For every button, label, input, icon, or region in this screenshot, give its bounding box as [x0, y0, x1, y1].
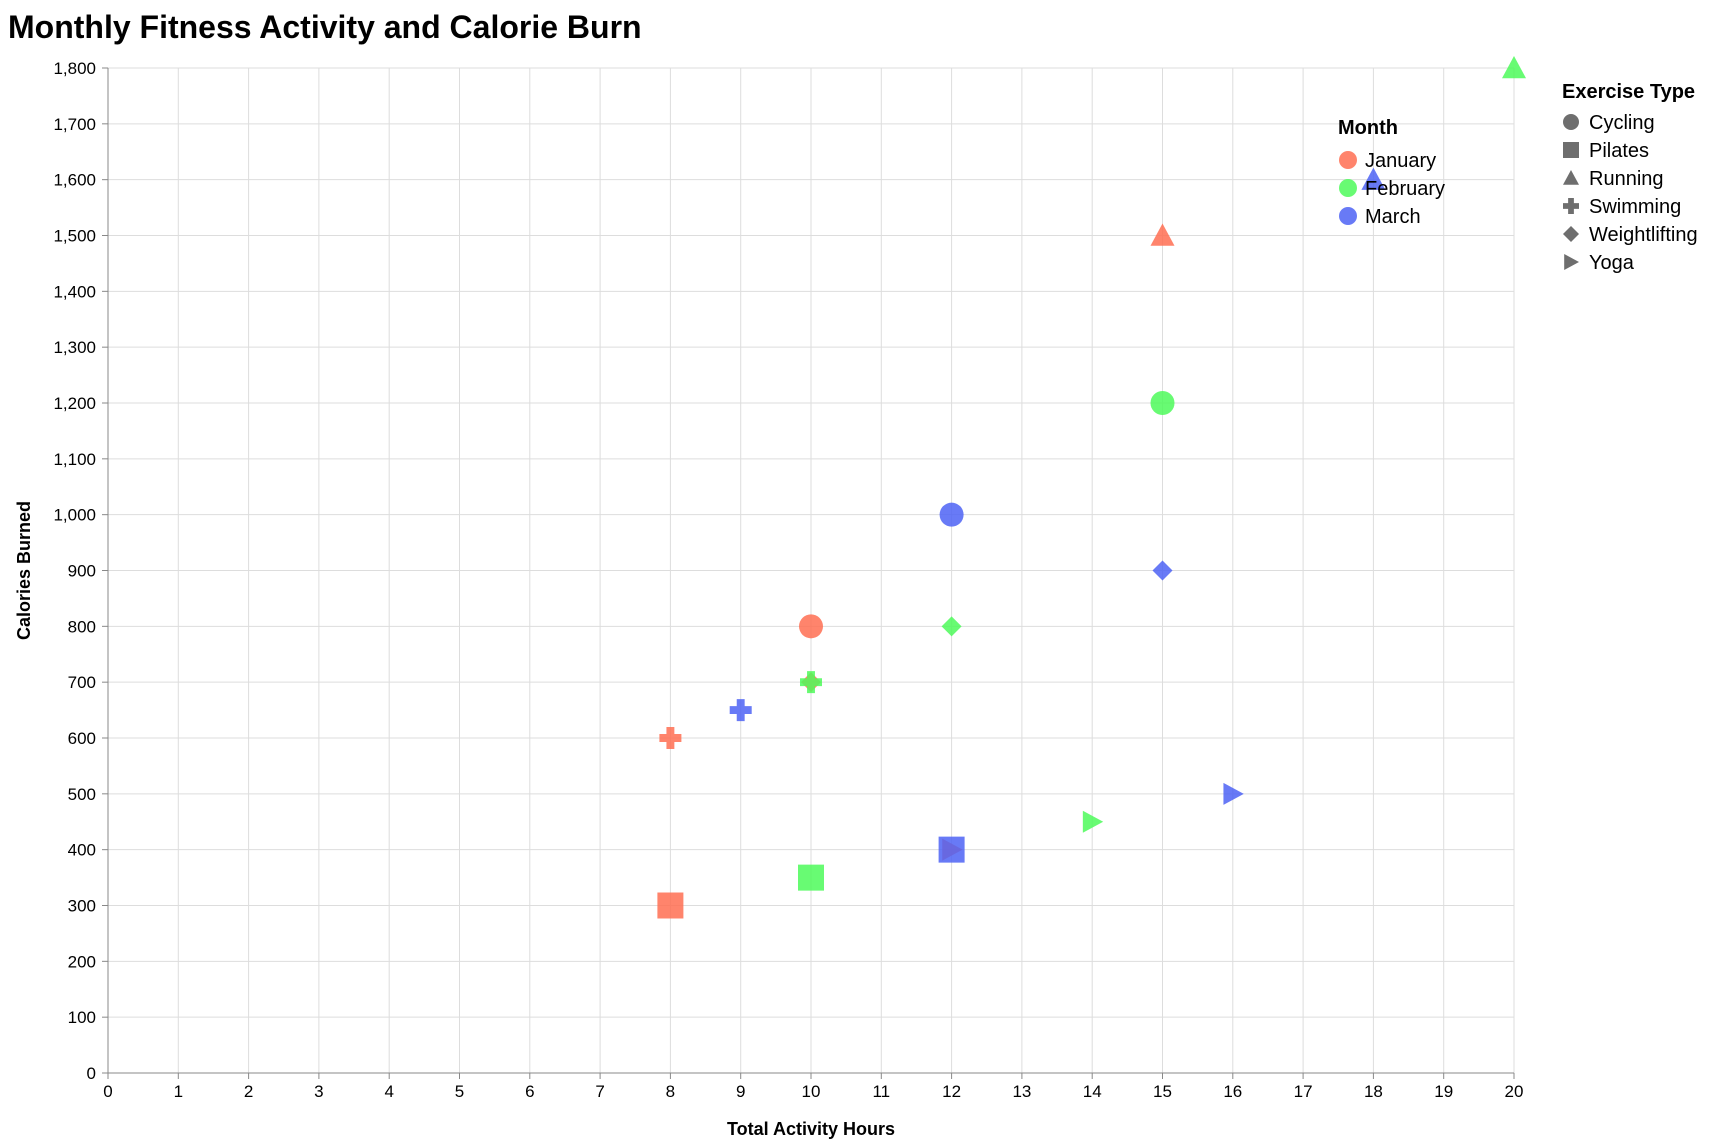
point-february-yoga: [1082, 810, 1104, 833]
y-axis-title: Calories Burned: [14, 501, 34, 640]
axes: 0 1 2 3 4 5 6 7 8 9 10 11 12 13 14 15 16 17 18 19 2001002003…: [53, 59, 1523, 1101]
point-february-pilates: [798, 864, 824, 891]
x-tick-label: 13: [1012, 1082, 1031, 1101]
x-tick-label: 17: [1294, 1082, 1313, 1101]
legend-shape-cycling: [1563, 114, 1579, 130]
y-tick-label: 300: [68, 897, 96, 916]
x-tick-label: 0: [103, 1082, 112, 1101]
x-tick-label: 18: [1364, 1082, 1383, 1101]
legend-label-february: February: [1365, 178, 1445, 200]
legend-shape-weightlifting: [1563, 226, 1579, 242]
y-tick-label: 200: [68, 952, 96, 971]
x-tick-label: 15: [1153, 1082, 1172, 1101]
x-tick-label: 4: [384, 1082, 393, 1101]
chart-title: Monthly Fitness Activity and Calorie Bur…: [8, 9, 642, 45]
y-tick-label: 0: [87, 1064, 96, 1083]
y-tick-label: 1,700: [53, 115, 96, 134]
legend-shape-running: [1563, 170, 1579, 185]
legend-swatch-january: [1339, 151, 1357, 169]
x-tick-label: 7: [595, 1082, 604, 1101]
point-january-pilates: [657, 892, 684, 919]
legend-label-running: Running: [1589, 168, 1664, 190]
point-march-running: [1361, 167, 1386, 190]
y-tick-label: 1,400: [53, 282, 96, 301]
point-february-swimming: [800, 671, 822, 694]
y-tick-label: 1,200: [53, 394, 96, 413]
x-tick-label: 9: [736, 1082, 745, 1101]
y-tick-label: 1,100: [53, 450, 96, 469]
y-tick-label: 1,600: [53, 171, 96, 190]
exercise-type-legend-title: Exercise Type: [1562, 81, 1695, 103]
point-march-yoga: [1223, 782, 1244, 805]
data-points: [657, 56, 1526, 919]
y-tick-label: 100: [68, 1008, 96, 1027]
y-tick-label: 600: [68, 729, 96, 748]
y-tick-label: 1,800: [53, 59, 96, 78]
y-tick-label: 1,300: [53, 338, 96, 357]
legend-label-march: March: [1365, 206, 1421, 228]
grid-lines: [107, 67, 1515, 1074]
point-january-swimming: [659, 727, 682, 749]
point-january-cycling: [799, 614, 823, 639]
x-tick-label: 3: [314, 1082, 323, 1101]
legend-label-weightlifting: Weightlifting: [1589, 224, 1698, 246]
x-tick-label: 1: [174, 1082, 183, 1101]
legend-shape-swimming: [1563, 198, 1579, 214]
point-january-running: [1150, 223, 1175, 246]
x-tick-label: 16: [1223, 1082, 1242, 1101]
exercise-type-legend: Exercise Type Cycling Pilates Running Swimm…: [1562, 81, 1698, 274]
legend-shape-yoga: [1564, 254, 1579, 270]
y-tick-label: 400: [68, 841, 96, 860]
y-tick-label: 1,500: [53, 227, 96, 246]
x-tick-label: 5: [455, 1082, 464, 1101]
y-tick-label: 1,000: [53, 506, 96, 525]
point-february-weightlifting: [941, 616, 962, 637]
x-tick-label: 12: [942, 1082, 961, 1101]
x-tick-label: 11: [872, 1082, 890, 1101]
legend-shape-pilates: [1563, 142, 1579, 158]
x-tick-label: 10: [802, 1082, 821, 1101]
point-march-weightlifting: [1152, 560, 1173, 581]
legend-swatch-march: [1339, 207, 1357, 225]
x-tick-label: 14: [1083, 1082, 1102, 1101]
y-tick-label: 900: [68, 562, 96, 581]
legend-label-pilates: Pilates: [1589, 140, 1649, 162]
legend-label-cycling: Cycling: [1589, 112, 1655, 134]
x-tick-label: 20: [1505, 1082, 1524, 1101]
legend-label-swimming: Swimming: [1589, 196, 1681, 218]
x-tick-label: 8: [666, 1082, 675, 1101]
y-tick-label: 500: [68, 785, 96, 804]
point-march-pilates: [938, 836, 965, 863]
point-march-swimming: [729, 699, 752, 722]
x-tick-label: 2: [244, 1082, 253, 1101]
point-february-running: [1502, 56, 1526, 79]
legend-label-yoga: Yoga: [1589, 252, 1635, 274]
y-tick-label: 700: [68, 673, 96, 692]
x-tick-label: 6: [525, 1082, 534, 1101]
y-tick-label: 800: [68, 617, 96, 636]
legend-swatch-february: [1339, 179, 1357, 197]
x-axis-title: Total Activity Hours: [727, 1119, 895, 1139]
point-march-cycling: [939, 502, 964, 527]
legend-label-january: January: [1365, 150, 1436, 172]
x-tick-label: 19: [1434, 1082, 1453, 1101]
month-legend: Month January February March: [1338, 117, 1445, 228]
month-legend-title: Month: [1338, 117, 1398, 139]
point-february-cycling: [1150, 391, 1175, 415]
